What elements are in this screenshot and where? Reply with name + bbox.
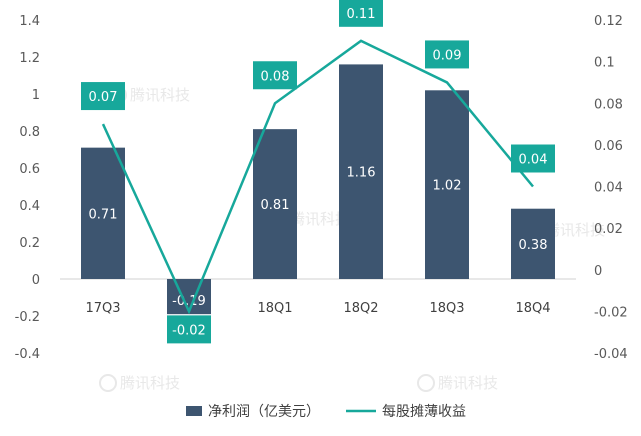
svg-text:0.07: 0.07 xyxy=(89,90,118,105)
left-tick-label: 0.8 xyxy=(19,125,40,140)
legend-line-label: 每股摊薄收益 xyxy=(382,404,466,420)
category-label: 18Q1 xyxy=(257,301,292,316)
line-value-label: 0.04 xyxy=(511,144,555,173)
svg-text:0.08: 0.08 xyxy=(261,69,290,84)
watermark: 腾讯科技 xyxy=(417,374,498,392)
legend-bar-swatch xyxy=(186,406,202,416)
line-path xyxy=(101,39,534,315)
line-value-label: 0.09 xyxy=(425,40,469,69)
right-tick-label: 0 xyxy=(594,264,602,279)
left-tick-label: -0.2 xyxy=(15,310,40,325)
line-value-label: 0.11 xyxy=(339,0,383,27)
line-value-label: 0.08 xyxy=(253,61,297,90)
left-tick-label: 1 xyxy=(32,88,40,103)
svg-text:腾讯科技: 腾讯科技 xyxy=(438,374,498,392)
bar-series xyxy=(81,64,555,315)
right-tick-label: -0.04 xyxy=(594,347,628,362)
right-tick-label: 0.06 xyxy=(594,139,623,154)
right-tick-label: 0.12 xyxy=(594,14,623,29)
bar-value-label: 1.02 xyxy=(433,179,462,194)
svg-text:腾讯科技: 腾讯科技 xyxy=(545,221,605,239)
left-tick-label: 1.2 xyxy=(19,51,40,66)
left-tick-label: 0.6 xyxy=(19,162,40,177)
svg-text:0.11: 0.11 xyxy=(347,7,376,22)
right-tick-label: 0.02 xyxy=(594,222,623,237)
legend-bar-label: 净利润（亿美元） xyxy=(208,404,320,420)
svg-text:腾讯科技: 腾讯科技 xyxy=(120,374,180,392)
bar xyxy=(339,64,383,280)
left-tick-label: 0.4 xyxy=(19,199,40,214)
bar-value-label: 1.16 xyxy=(347,166,376,181)
right-tick-label: 0.04 xyxy=(594,181,623,196)
right-tick-label: -0.02 xyxy=(594,305,628,320)
svg-text:-0.02: -0.02 xyxy=(172,323,206,338)
svg-text:腾讯科技: 腾讯科技 xyxy=(290,210,350,228)
bar xyxy=(511,208,555,279)
right-tick-label: 0.08 xyxy=(594,97,623,112)
left-axis-ticks: -0.4 -0.2 0 0.2 0.4 0.6 0.8 1 1.2 1.4 xyxy=(15,14,40,362)
svg-text:腾讯科技: 腾讯科技 xyxy=(130,86,190,104)
left-tick-label: 0 xyxy=(32,273,40,288)
category-labels: 17Q3 18Q1 18Q2 18Q3 18Q4 xyxy=(85,301,550,316)
svg-text:0.09: 0.09 xyxy=(433,48,462,63)
bar-value-label: -0.19 xyxy=(172,294,206,309)
left-tick-label: 0.2 xyxy=(19,236,40,251)
legend: 净利润（亿美元） 每股摊薄收益 xyxy=(186,404,466,420)
category-label: 18Q4 xyxy=(515,301,550,316)
line-value-labels: 0.07 -0.02 0.08 0.11 0.09 0.04 xyxy=(81,0,555,344)
left-tick-label: 1.4 xyxy=(19,14,40,29)
bar-value-label: 0.81 xyxy=(261,198,290,213)
bar-value-label: 0.71 xyxy=(89,207,118,222)
category-label: 18Q3 xyxy=(429,301,464,316)
left-tick-label: -0.4 xyxy=(15,347,40,362)
bar xyxy=(81,147,125,279)
bar-value-labels: 0.71 -0.19 0.81 1.16 1.02 0.38 xyxy=(89,166,548,309)
line-series xyxy=(101,39,534,315)
category-label: 18Q2 xyxy=(343,301,378,316)
svg-text:0.04: 0.04 xyxy=(519,153,548,168)
bar xyxy=(253,129,297,279)
right-tick-label: 0.1 xyxy=(594,56,615,71)
watermark: 腾讯科技 xyxy=(99,374,180,392)
bar xyxy=(425,90,469,279)
right-axis-ticks: -0.04 -0.02 0 0.02 0.04 0.06 0.08 0.1 0.12 xyxy=(594,14,628,362)
category-label: 17Q3 xyxy=(85,301,120,316)
bar-value-label: 0.38 xyxy=(519,238,548,253)
line-value-label: -0.02 xyxy=(167,315,211,344)
line-value-label: 0.07 xyxy=(81,82,125,111)
